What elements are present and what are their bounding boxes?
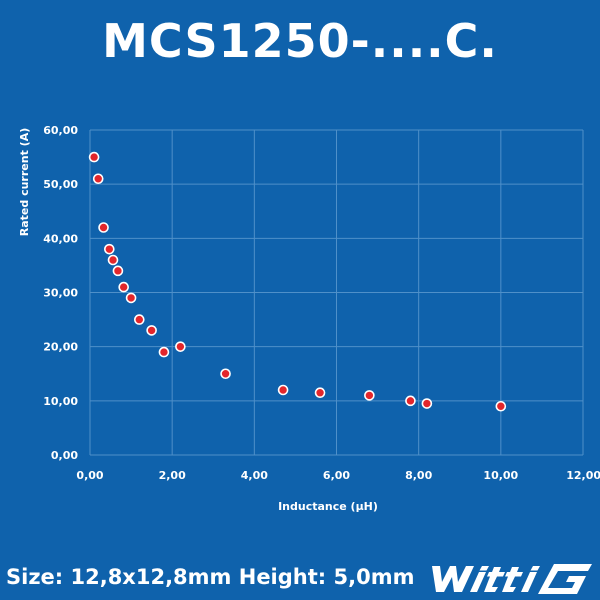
data-point — [107, 254, 119, 266]
x-tick-label: 0,00 — [76, 469, 103, 482]
data-point — [158, 346, 170, 358]
data-point — [104, 243, 115, 255]
data-point — [146, 325, 157, 336]
size-info-text: Size: 12,8x12,8mm Height: 5,0mm — [6, 565, 415, 589]
data-point — [220, 368, 231, 380]
x-tick-label: 12,00 — [566, 469, 600, 482]
y-tick-label: 60,00 — [43, 124, 78, 137]
x-tick-label: 6,00 — [323, 469, 350, 482]
data-point — [98, 222, 109, 233]
y-axis-label: Rated current (A) — [18, 128, 31, 236]
x-tick-label: 2,00 — [159, 469, 186, 482]
y-tick-label: 10,00 — [43, 395, 78, 408]
y-tick-label: 50,00 — [43, 178, 78, 191]
data-point — [92, 173, 104, 185]
data-point — [88, 151, 100, 163]
data-point — [112, 265, 124, 277]
x-axis-label: Inductance (µH) — [278, 500, 378, 513]
data-point — [364, 390, 375, 401]
x-axis-tick-labels: 0,00 2,00 4,00 6,00 8,00 10,00 12,00 — [76, 469, 600, 482]
x-tick-label: 4,00 — [241, 469, 268, 482]
data-point — [405, 395, 416, 407]
y-tick-label: 20,00 — [43, 341, 78, 354]
data-point — [495, 400, 507, 412]
data-point — [277, 384, 289, 396]
data-point — [421, 398, 433, 409]
data-point — [134, 314, 145, 325]
y-tick-label: 30,00 — [43, 287, 78, 300]
data-point — [118, 281, 129, 293]
data-point — [125, 292, 137, 304]
x-tick-label: 8,00 — [405, 469, 432, 482]
wittig-logo — [432, 564, 592, 594]
y-axis-tick-labels: 0,00 10,00 20,00 30,00 40,00 50,00 60,00 — [43, 124, 78, 462]
chart-grid — [89, 129, 584, 456]
data-points — [88, 151, 507, 412]
y-tick-label: 40,00 — [43, 232, 78, 245]
data-point — [175, 341, 186, 352]
page-title: MCS1250-....C. — [102, 14, 498, 68]
x-tick-label: 10,00 — [483, 469, 518, 482]
data-point — [314, 387, 326, 399]
y-tick-label: 0,00 — [51, 449, 78, 462]
